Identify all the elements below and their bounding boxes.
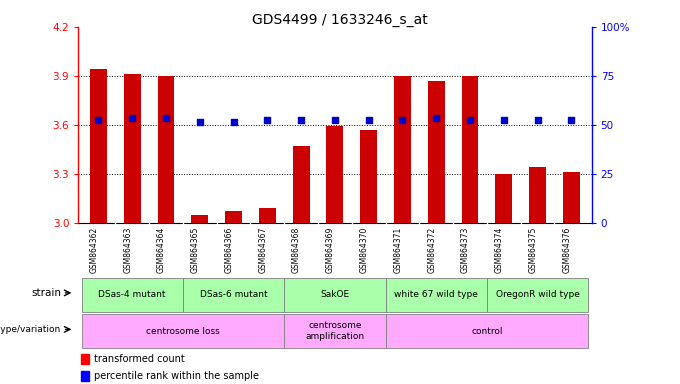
Text: GSM864367: GSM864367	[258, 227, 267, 273]
Point	[363, 117, 374, 123]
Text: GSM864364: GSM864364	[157, 227, 166, 273]
Point	[126, 115, 137, 121]
Point	[464, 117, 475, 123]
Bar	[191, 215, 208, 223]
Point	[160, 115, 171, 121]
Text: DSas-6 mutant: DSas-6 mutant	[200, 290, 267, 299]
Bar	[292, 146, 309, 223]
Text: genotype/variation: genotype/variation	[0, 325, 61, 334]
Point	[397, 117, 408, 123]
Bar	[158, 76, 175, 223]
Bar	[326, 126, 343, 223]
Bar	[487, 278, 588, 312]
Text: GSM864362: GSM864362	[90, 227, 99, 273]
Text: GSM864371: GSM864371	[394, 227, 403, 273]
Bar	[394, 76, 411, 223]
Text: DSas-4 mutant: DSas-4 mutant	[99, 290, 166, 299]
Point	[329, 117, 340, 123]
Text: centrosome
amplification: centrosome amplification	[305, 321, 364, 341]
Text: GDS4499 / 1633246_s_at: GDS4499 / 1633246_s_at	[252, 13, 428, 27]
Point	[566, 117, 577, 123]
Text: GSM864370: GSM864370	[360, 227, 369, 273]
Bar	[386, 314, 588, 348]
Text: strain: strain	[31, 288, 61, 298]
Point	[296, 117, 307, 123]
Bar	[529, 167, 546, 223]
Text: GSM864372: GSM864372	[427, 227, 437, 273]
Text: GSM864368: GSM864368	[292, 227, 301, 273]
Bar	[82, 371, 89, 381]
Bar	[82, 354, 89, 364]
Text: white 67 wild type: white 67 wild type	[394, 290, 478, 299]
Bar	[183, 278, 284, 312]
Text: GSM864366: GSM864366	[224, 227, 233, 273]
Text: percentile rank within the sample: percentile rank within the sample	[94, 371, 258, 381]
Text: transformed count: transformed count	[94, 354, 184, 364]
Point	[431, 115, 442, 121]
Bar	[225, 211, 242, 223]
Text: control: control	[471, 327, 503, 336]
Bar	[462, 76, 479, 223]
Bar	[428, 81, 445, 223]
Text: GSM864374: GSM864374	[495, 227, 504, 273]
Point	[498, 117, 509, 123]
Bar	[82, 278, 183, 312]
Text: SakOE: SakOE	[320, 290, 350, 299]
Text: GSM864363: GSM864363	[123, 227, 132, 273]
Point	[532, 117, 543, 123]
Point	[194, 119, 205, 125]
Text: GSM864375: GSM864375	[528, 227, 538, 273]
Text: GSM864365: GSM864365	[191, 227, 200, 273]
Text: centrosome loss: centrosome loss	[146, 327, 220, 336]
Text: OregonR wild type: OregonR wild type	[496, 290, 579, 299]
Bar	[259, 208, 276, 223]
Bar	[284, 278, 386, 312]
Bar	[90, 70, 107, 223]
Point	[262, 117, 273, 123]
Bar	[82, 314, 284, 348]
Bar	[284, 314, 386, 348]
Text: GSM864373: GSM864373	[461, 227, 470, 273]
Bar	[360, 130, 377, 223]
Point	[228, 119, 239, 125]
Text: GSM864376: GSM864376	[562, 227, 571, 273]
Point	[93, 117, 104, 123]
Bar	[495, 174, 512, 223]
Bar	[386, 278, 487, 312]
Text: GSM864369: GSM864369	[326, 227, 335, 273]
Bar	[124, 74, 141, 223]
Bar	[563, 172, 580, 223]
